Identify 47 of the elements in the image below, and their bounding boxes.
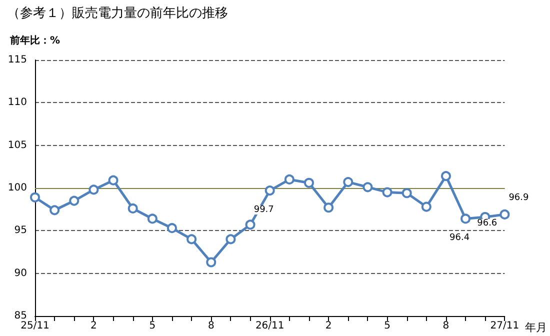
data-label: 96.4 <box>450 233 470 244</box>
x-tick-label: 2 <box>90 320 97 332</box>
point <box>88 184 99 195</box>
y-axis-title: 前年比：% <box>9 34 60 46</box>
point <box>264 186 275 196</box>
y-tick-label: 90 <box>14 268 27 279</box>
point <box>167 223 177 234</box>
point <box>50 205 60 216</box>
point <box>128 203 138 214</box>
data-label: 96.9 <box>508 192 530 203</box>
point <box>421 202 432 212</box>
x-axis-title: 年月 <box>525 321 547 334</box>
point <box>343 177 354 188</box>
point <box>69 196 80 206</box>
x-tick-label: 2 <box>325 320 332 332</box>
point <box>402 188 412 198</box>
point <box>440 171 451 182</box>
x-tick-label: 25/11 <box>20 320 50 332</box>
point <box>304 178 314 188</box>
x-tick-label: 8 <box>208 320 214 332</box>
chart-title: （参考１）販売電力量の前年比の推移 <box>7 6 228 21</box>
data-label: 96.6 <box>477 218 498 229</box>
point <box>362 182 373 192</box>
y-tick-label: 85 <box>14 310 27 322</box>
point <box>324 202 334 213</box>
x-tick-label: 27/11 <box>490 320 520 332</box>
y-tick-label: 110 <box>8 97 27 108</box>
y-tick-label: 115 <box>8 54 27 66</box>
point <box>226 234 236 244</box>
point <box>245 220 256 230</box>
data-label: 99.7 <box>254 205 274 216</box>
point <box>460 214 471 224</box>
point <box>147 214 158 224</box>
y-tick-label: 95 <box>14 225 27 236</box>
point <box>30 192 40 202</box>
point <box>382 187 392 198</box>
point <box>108 175 118 186</box>
point <box>186 234 197 244</box>
point <box>206 257 216 268</box>
point <box>500 209 510 220</box>
y-tick-label: 105 <box>8 140 27 151</box>
x-tick-label: 8 <box>442 320 450 332</box>
point <box>284 174 294 184</box>
x-tick-label: 26/11 <box>255 320 284 332</box>
x-tick-label: 5 <box>384 320 390 332</box>
y-tick-label: 100 <box>8 182 27 194</box>
x-tick-label: 5 <box>149 320 156 332</box>
